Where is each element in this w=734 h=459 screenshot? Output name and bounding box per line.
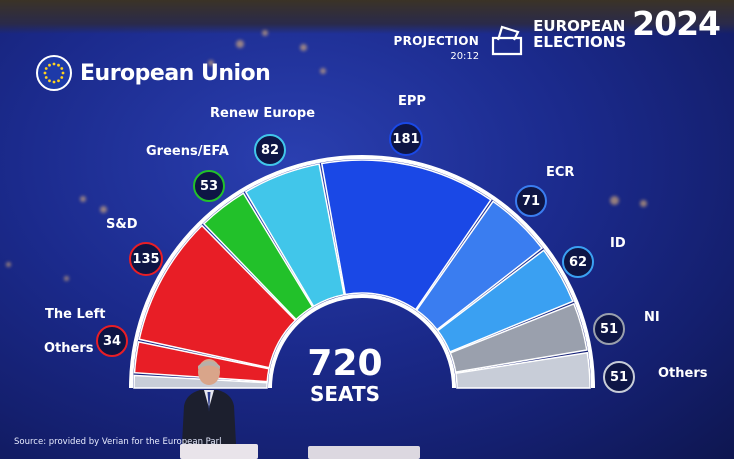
eu-star-icon	[52, 80, 56, 84]
total-seats-label: SEATS	[309, 382, 381, 406]
election-year: 2024	[632, 4, 721, 43]
election-title: EUROPEAN ELECTIONS	[533, 18, 626, 50]
light-bokeh	[640, 200, 647, 207]
party-name-label: EPP	[398, 94, 426, 109]
party-name-label: ID	[610, 236, 626, 251]
projection-label: PROJECTION	[393, 34, 480, 48]
hemicycle-segment-ni	[449, 302, 588, 374]
party-name-label: The Left	[45, 307, 106, 322]
light-bokeh	[300, 44, 307, 51]
light-bokeh	[80, 196, 86, 202]
hemicycle-segment-id	[436, 249, 574, 353]
seat-count-badge: 181	[389, 122, 423, 156]
title-line-1: EUROPEAN	[533, 17, 626, 35]
eu-star-icon	[61, 71, 65, 75]
title-line-2: ELECTIONS	[533, 33, 627, 51]
party-name-label: S&D	[106, 217, 138, 232]
hemicycle-inner-outline	[268, 294, 456, 389]
seat-count-badge: 71	[515, 185, 547, 217]
lectern	[180, 444, 258, 459]
eu-flag-icon	[36, 55, 72, 91]
eu-star-icon	[60, 76, 64, 79]
seat-count-badge: 53	[193, 170, 225, 202]
light-bokeh	[208, 60, 214, 66]
light-bokeh	[100, 206, 107, 213]
eu-star-icon	[48, 79, 51, 83]
hemicycle-segment-left	[133, 341, 270, 383]
speaker-figure	[182, 359, 236, 444]
eu-star-icon	[44, 76, 48, 79]
hemicycle-outline	[129, 155, 595, 389]
party-name-label: NI	[644, 310, 660, 325]
eu-star-icon	[57, 79, 60, 83]
hemicycle-segment-greens	[202, 192, 314, 321]
party-name-label: Others	[658, 366, 708, 381]
light-bokeh	[610, 196, 619, 205]
light-bokeh	[236, 40, 244, 48]
lectern	[308, 446, 420, 459]
party-name-label: ECR	[546, 165, 575, 180]
seat-count-badge: 51	[603, 361, 635, 393]
hemicycle-segment-others	[454, 351, 591, 389]
logo-text: European Union	[80, 60, 271, 86]
hemicycle-segment-others	[133, 374, 268, 389]
light-bokeh	[320, 68, 326, 74]
projection-time: 20:12	[450, 51, 480, 62]
light-bokeh	[262, 30, 268, 36]
party-name-label: Others	[44, 341, 94, 356]
hemicycle-segment-sd	[138, 224, 297, 369]
party-name-label: Greens/EFA	[146, 144, 229, 159]
seat-count-badge: 82	[254, 134, 286, 166]
source-note: Source: provided by Verian for the Europ…	[14, 437, 222, 447]
ballot-box-icon	[492, 25, 523, 56]
eu-star-icon	[44, 67, 48, 70]
total-seats-number: 720	[307, 343, 383, 384]
election-header: PROJECTION 20:12 EUROPEAN ELECTIONS 2024	[394, 4, 721, 62]
projection-block: PROJECTION 20:12	[394, 34, 480, 62]
eu-star-icon	[52, 62, 56, 66]
ceiling-background	[0, 0, 734, 34]
party-name-label: Renew Europe	[210, 106, 316, 121]
eu-star-icon	[57, 63, 60, 67]
hemicycle-segment-epp	[320, 159, 492, 311]
eu-star-icon	[43, 71, 47, 75]
light-bokeh	[6, 262, 11, 267]
seat-count-badge: 62	[562, 246, 594, 278]
total-seats: 720 SEATS	[290, 343, 400, 406]
seat-count-badge: 51	[593, 313, 625, 345]
eu-star-icon	[60, 67, 64, 70]
light-bokeh	[64, 276, 69, 281]
hemicycle-segment-ecr	[415, 200, 544, 331]
eu-star-icon	[48, 63, 51, 67]
hemicycle-segment-renew	[244, 163, 346, 308]
seat-count-badge: 135	[129, 242, 163, 276]
eu-logo: European Union	[36, 55, 271, 91]
seat-count-badge: 34	[96, 325, 128, 357]
